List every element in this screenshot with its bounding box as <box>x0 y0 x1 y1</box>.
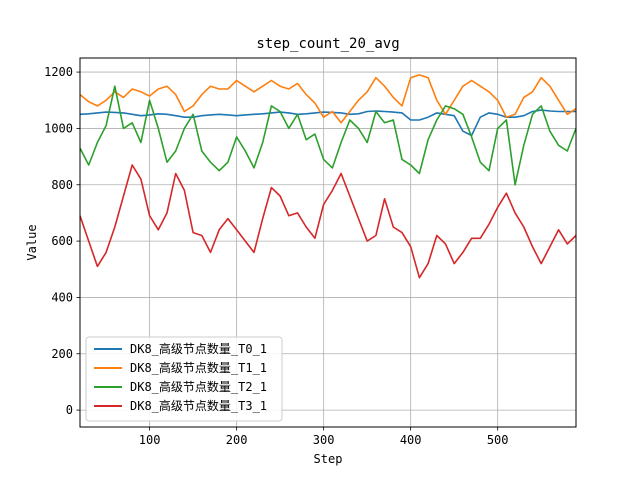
plot-frame <box>79 57 577 428</box>
legend-label-2: DK8_高级节点数量_T1_1 <box>130 360 267 375</box>
x-tick-label: 200 <box>226 433 248 447</box>
y-axis-title: Value <box>25 224 39 260</box>
legend-label-3: DK8_高级节点数量_T2_1 <box>130 379 267 394</box>
y-tick-label: 200 <box>51 347 73 361</box>
y-tick-label: 800 <box>51 178 73 192</box>
chart-title: step_count_20_avg <box>256 36 399 52</box>
x-tick-label: 100 <box>139 433 161 447</box>
y-tick-label: 0 <box>66 403 73 417</box>
legend-label-4: DK8_高级节点数量_T3_1 <box>130 398 267 413</box>
tick-layer: 100 200 300 400 500 0 200 400 600 800 1000 1200 <box>44 65 508 447</box>
series-line-4 <box>79 164 577 279</box>
legend-label-1: DK8_高级节点数量_T0_1 <box>130 341 267 356</box>
x-tick-label: 400 <box>400 433 422 447</box>
series-line-3 <box>79 85 577 186</box>
y-tick-label: 600 <box>51 234 73 248</box>
legend-box <box>85 336 283 422</box>
grid-layer <box>80 58 576 427</box>
x-tick-label: 500 <box>487 433 509 447</box>
legend: DK8_高级节点数量_T0_1 DK8_高级节点数量_T1_1 DK8_高级节点数量… <box>85 336 283 422</box>
series-line-2 <box>79 74 577 124</box>
x-axis-title: Step <box>314 452 343 466</box>
y-tick-label: 1200 <box>44 65 73 79</box>
y-tick-label: 1000 <box>44 121 73 135</box>
series-line-1 <box>79 109 576 137</box>
series-layer <box>79 74 577 279</box>
y-tick-label: 400 <box>51 290 73 304</box>
x-tick-label: 300 <box>313 433 335 447</box>
